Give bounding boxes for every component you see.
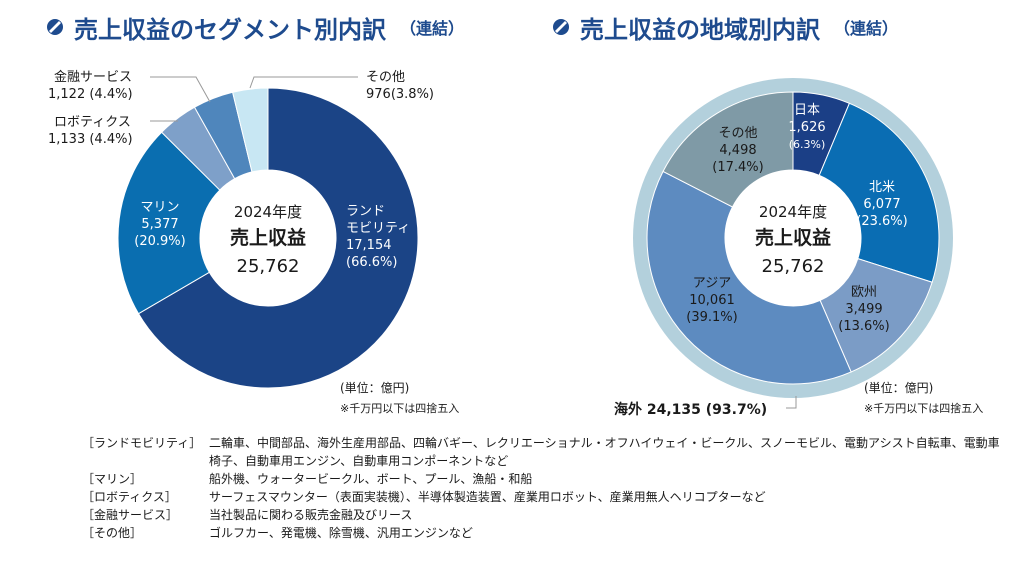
outside-label-finance: 金融サービス 1,122 (4.4%) bbox=[48, 69, 211, 103]
segment-chart-title-text: 売上収益のセグメント別内訳 bbox=[74, 15, 386, 44]
segment-donut-hole bbox=[200, 170, 336, 306]
slice-label-marine-value: 5,377 bbox=[141, 217, 178, 232]
note-key: ［金融サービス］ bbox=[82, 508, 179, 522]
left-center-year: 2024年度 bbox=[234, 203, 302, 221]
slice-label-europe: 欧州 3,499 (13.6%) bbox=[838, 285, 889, 334]
slice-label-europe-value: 3,499 bbox=[845, 302, 882, 317]
leader-line-finance bbox=[150, 76, 211, 103]
slice-label-others-right-percent: (17.4%) bbox=[712, 160, 763, 175]
outside-label-finance-value: 1,122 (4.4%) bbox=[48, 87, 133, 102]
note-value: 二輪車、中間部品、海外生産用部品、四輪バギー、レクリエーショナル・オフハイウェイ… bbox=[209, 436, 1000, 468]
region-chart-title-suffix: （連結） bbox=[834, 19, 899, 38]
title-bullet-icon bbox=[47, 19, 63, 35]
note-row: ［その他］ ゴルフカー、発電機、除雪機、汎用エンジンなど bbox=[82, 524, 1002, 542]
right-center-total: 25,762 bbox=[762, 256, 825, 277]
segment-chart-title: 売上収益のセグメント別内訳 （連結） bbox=[46, 10, 464, 44]
donut-charts: 2024年度 売上収益 25,762 2024年度 売上収益 25,762 ラン… bbox=[48, 69, 983, 418]
slice-label-land-mobility: ランド モビリティ 17,154 (66.6%) bbox=[346, 204, 410, 270]
slice-label-land-mobility-name-1: ランド bbox=[346, 204, 385, 219]
outside-label-others-left: その他 976(3.8%) bbox=[249, 70, 434, 102]
slice-label-land-mobility-name-2: モビリティ bbox=[346, 221, 410, 236]
slice-label-others-right-value: 4,498 bbox=[719, 143, 756, 158]
slice-label-japan-percent: (6.3%) bbox=[789, 138, 826, 151]
outside-label-others-left-name: その他 bbox=[366, 70, 405, 85]
outside-label-robotics-name: ロボティクス bbox=[54, 115, 131, 130]
slice-label-others-right-name: その他 bbox=[718, 126, 757, 141]
region-donut-chart bbox=[633, 78, 953, 398]
note-row: ［ランドモビリティ］ 二輪車、中間部品、海外生産用部品、四輪バギー、レクリエーショ… bbox=[82, 434, 1002, 470]
slice-label-japan: 日本 1,626 (6.3%) bbox=[788, 103, 825, 151]
note-value: ゴルフカー、発電機、除雪機、汎用エンジンなど bbox=[209, 526, 473, 540]
segment-donut-chart bbox=[117, 87, 419, 389]
outside-label-others-left-value: 976(3.8%) bbox=[366, 87, 434, 102]
leader-line-overseas bbox=[786, 396, 797, 409]
slice-label-asia-name: アジア bbox=[693, 276, 731, 291]
slice-label-others-right: その他 4,498 (17.4%) bbox=[712, 126, 763, 175]
note-key: ［ランドモビリティ］ bbox=[82, 436, 202, 450]
left-center-label: 売上収益 bbox=[230, 226, 306, 249]
note-key: ［その他］ bbox=[82, 526, 143, 540]
slice-label-marine-name: マリン bbox=[140, 200, 179, 215]
leader-line-others-left bbox=[249, 76, 358, 89]
overseas-label-text: 海外 24,135 (93.7%) bbox=[614, 401, 767, 418]
note-value: 船外機、ウォータービークル、ボート、プール、漁船・和船 bbox=[209, 472, 533, 486]
note-row: ［ロボティクス］ サーフェスマウンター（表面実装機）、半導体製造装置、産業用ロボッ… bbox=[82, 488, 1002, 506]
unit-note-right: (単位：億円) bbox=[864, 380, 933, 395]
slice-label-japan-value: 1,626 bbox=[788, 120, 825, 135]
slice-label-asia-value: 10,061 bbox=[689, 293, 735, 308]
note-row: ［金融サービス］ 当社製品に関わる販売金融及びリース bbox=[82, 506, 1002, 524]
segment-chart-title-suffix: （連結） bbox=[400, 19, 465, 38]
slice-label-europe-percent: (13.6%) bbox=[838, 319, 889, 334]
region-chart-title: 売上収益の地域別内訳 （連結） bbox=[552, 10, 898, 44]
slice-label-north-america: 北米 6,077 (23.6%) bbox=[856, 180, 907, 229]
segment-notes: ［ランドモビリティ］ 二輪車、中間部品、海外生産用部品、四輪バギー、レクリエーショ… bbox=[82, 434, 1002, 542]
outside-label-robotics: ロボティクス 1,133 (4.4%) bbox=[48, 115, 178, 147]
overseas-label: 海外 24,135 (93.7%) bbox=[614, 396, 797, 418]
region-chart-title-text: 売上収益の地域別内訳 bbox=[580, 15, 820, 44]
slice-label-north-america-percent: (23.6%) bbox=[856, 214, 907, 229]
unit-note-left: (単位：億円) bbox=[340, 380, 409, 395]
note-value: サーフェスマウンター（表面実装機）、半導体製造装置、産業用ロボット、産業用無人ヘ… bbox=[209, 490, 766, 504]
outside-label-robotics-value: 1,133 (4.4%) bbox=[48, 132, 133, 147]
right-center-label: 売上収益 bbox=[755, 226, 831, 249]
slice-label-land-mobility-percent: (66.6%) bbox=[346, 255, 397, 270]
rounding-note-right: ※千万円以下は四捨五入 bbox=[864, 401, 983, 415]
slice-label-land-mobility-value: 17,154 bbox=[346, 238, 392, 253]
note-key: ［ロボティクス］ bbox=[82, 490, 177, 504]
rounding-note-left: ※千万円以下は四捨五入 bbox=[340, 401, 459, 415]
slice-label-marine-percent: (20.9%) bbox=[134, 234, 185, 249]
note-value: 当社製品に関わる販売金融及びリース bbox=[209, 508, 413, 522]
note-row: ［マリン］ 船外機、ウォータービークル、ボート、プール、漁船・和船 bbox=[82, 470, 1002, 488]
slice-label-japan-name: 日本 bbox=[794, 103, 820, 118]
slice-label-europe-name: 欧州 bbox=[851, 285, 877, 300]
region-donut-hole bbox=[725, 170, 861, 306]
title-bullet-icon bbox=[553, 19, 569, 35]
outside-label-finance-name: 金融サービス bbox=[54, 69, 132, 85]
slice-label-north-america-value: 6,077 bbox=[863, 197, 900, 212]
slice-label-asia: アジア 10,061 (39.1%) bbox=[686, 276, 737, 325]
left-center-total: 25,762 bbox=[237, 256, 300, 277]
slice-label-marine: マリン 5,377 (20.9%) bbox=[134, 200, 185, 249]
note-key: ［マリン］ bbox=[82, 472, 143, 486]
slice-label-asia-percent: (39.1%) bbox=[686, 310, 737, 325]
slice-label-north-america-name: 北米 bbox=[869, 180, 895, 195]
right-center-year: 2024年度 bbox=[759, 203, 827, 221]
